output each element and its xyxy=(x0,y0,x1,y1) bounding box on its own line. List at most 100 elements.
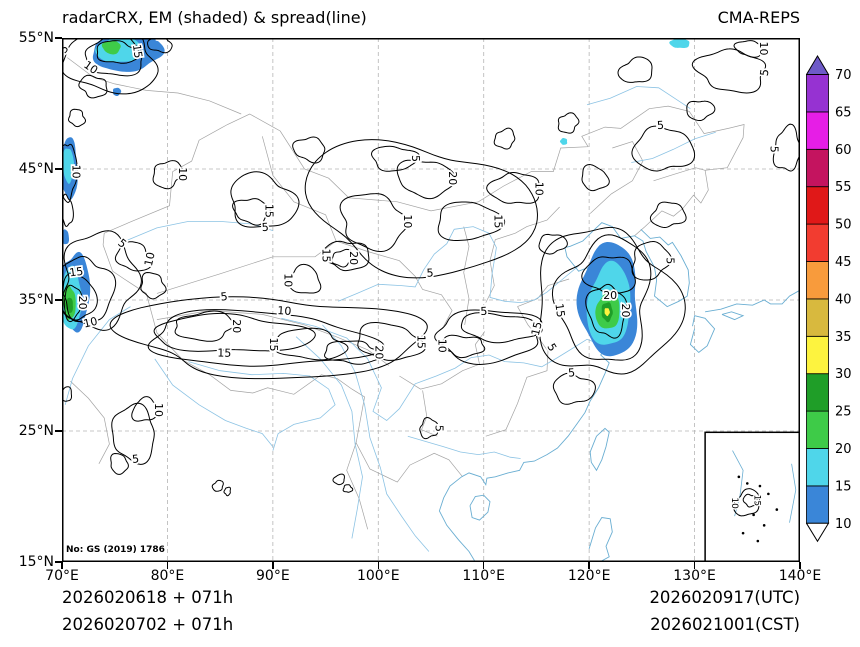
x-tick xyxy=(61,562,63,569)
contour-label: 10 xyxy=(757,42,770,56)
spread-contour xyxy=(437,201,506,242)
colorbar-label: 35 xyxy=(835,330,852,345)
coastlines xyxy=(438,222,800,562)
x-tick-label: 70°E xyxy=(45,568,79,584)
contour-label: 10 xyxy=(436,339,449,353)
contour-label: 5 xyxy=(432,425,445,432)
map-frame xyxy=(62,38,800,562)
contour-label: 15 xyxy=(267,338,280,352)
y-tick xyxy=(55,430,62,432)
island-dot xyxy=(752,513,755,517)
valid-time-utc: 2026020917(UTC) xyxy=(649,588,800,607)
colorbar-segment xyxy=(806,373,829,412)
spread-contour xyxy=(332,473,345,486)
spread-contour xyxy=(631,241,672,281)
x-tick-label: 110°E xyxy=(462,568,505,584)
colorbar-label: 20 xyxy=(835,442,852,457)
colorbar-arrow-bottom xyxy=(805,522,830,543)
spread-contour xyxy=(62,386,72,402)
colorbar-label: 55 xyxy=(835,180,852,195)
spread-contour xyxy=(109,296,428,380)
x-tick xyxy=(272,562,274,569)
init-time-utc: 2026020618 + 071h xyxy=(62,588,234,607)
spread-contour xyxy=(371,145,421,172)
contour-label: 5 xyxy=(663,257,676,264)
spread-contour xyxy=(772,123,800,172)
contour-label: 15 xyxy=(320,249,333,263)
contour-label: 20 xyxy=(347,251,360,265)
colorbar-segment xyxy=(806,148,829,188)
contour-label: 15 xyxy=(529,320,545,337)
spread-contour xyxy=(287,263,322,294)
em-shaded-region xyxy=(62,148,75,184)
spread-contour xyxy=(304,139,538,279)
spread-contour xyxy=(552,372,596,405)
spread-contour xyxy=(153,312,316,352)
colorbar-segment xyxy=(806,74,829,113)
contour-label: 5 xyxy=(758,68,772,77)
colorbar-label: 30 xyxy=(835,367,852,382)
colorbar-arrow-top xyxy=(805,55,830,75)
contour-label: 20 xyxy=(603,289,617,302)
x-tick-label: 90°E xyxy=(256,568,290,584)
contour-labels: 5101555101520101010510152015201551510510… xyxy=(62,38,782,468)
spread-contour xyxy=(63,284,83,323)
y-tick-label: 45°N xyxy=(18,161,54,177)
contour-label: 10 xyxy=(533,182,546,196)
contour-label: 5 xyxy=(768,146,781,153)
scs-inset: 10 15 xyxy=(704,431,800,562)
spread-contour xyxy=(434,309,543,365)
spread-contour xyxy=(493,127,516,150)
contour-label: 15 xyxy=(415,335,428,349)
x-tick-label: 120°E xyxy=(567,568,611,584)
spread-contour xyxy=(460,312,543,344)
island-dot xyxy=(756,539,760,543)
contour-label: 10 xyxy=(401,214,414,228)
spread-contour xyxy=(357,321,427,361)
map-license-note: No: GS (2019) 1786 xyxy=(66,545,165,555)
spread-contour xyxy=(62,255,117,323)
spread-contour xyxy=(230,171,300,228)
spread-contour xyxy=(486,171,540,204)
x-tick-label: 130°E xyxy=(673,568,716,584)
contour-label: 20 xyxy=(230,319,243,333)
y-tick-label: 55°N xyxy=(18,30,54,46)
contour-label: 15 xyxy=(130,43,145,59)
valid-time-cst: 2026021001(CST) xyxy=(650,615,800,634)
contour-label: 5 xyxy=(426,266,434,279)
contour-label: 10 xyxy=(176,167,189,181)
spread-contour xyxy=(538,233,568,255)
contour-label: 10 xyxy=(282,273,295,287)
chart-title: radarCRX, EM (shaded) & spread(line) xyxy=(62,8,367,27)
em-shaded-region xyxy=(669,38,690,48)
contour-label: 10 xyxy=(729,497,739,509)
contour-label: 20 xyxy=(76,296,89,310)
spread-contour xyxy=(396,159,457,200)
spread-contour xyxy=(631,125,696,172)
spread-contour xyxy=(686,100,716,122)
contour-label: 15 xyxy=(552,303,567,319)
colorbar-label: 50 xyxy=(835,218,852,233)
spread-contour xyxy=(539,226,686,375)
y-tick xyxy=(55,561,62,563)
colorbar-label: 65 xyxy=(835,105,852,120)
island-dot xyxy=(737,475,741,479)
scs-inset-frame xyxy=(704,431,800,562)
y-tick-label: 15°N xyxy=(18,554,54,570)
spread-contour xyxy=(331,248,354,268)
spread-contour xyxy=(62,38,159,95)
init-time-block: 2026020618 + 071h 2026020702 + 071h xyxy=(62,584,233,638)
spread-contour xyxy=(439,334,486,359)
island-dot xyxy=(758,484,762,488)
x-tick xyxy=(482,562,485,569)
contour-label: 5 xyxy=(544,341,559,354)
colorbar-segment xyxy=(806,111,829,150)
x-tick xyxy=(166,562,169,569)
spread-contour xyxy=(419,417,439,440)
spread-contour xyxy=(551,234,652,361)
admin-boundaries xyxy=(67,57,745,530)
contour-label: 15 xyxy=(217,346,231,359)
spread-contour xyxy=(742,493,758,508)
spread-contour xyxy=(140,271,167,300)
